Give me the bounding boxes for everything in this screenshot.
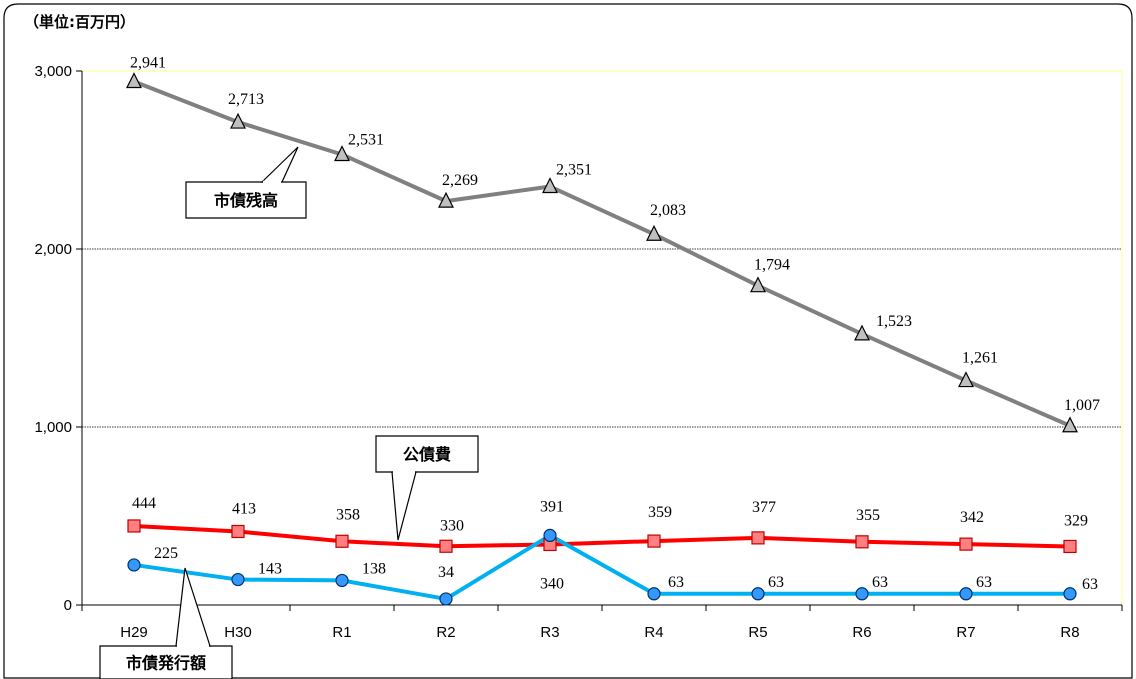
data-point xyxy=(543,528,557,543)
y-tick-label: 3,000 xyxy=(34,63,72,80)
data-point xyxy=(127,558,141,572)
series-line-1 xyxy=(133,523,1071,549)
data-point xyxy=(751,531,765,545)
x-tick-label: R2 xyxy=(436,624,455,641)
data-label: 1,523 xyxy=(876,313,912,330)
data-point xyxy=(1063,587,1077,601)
data-point xyxy=(854,324,870,341)
data-point xyxy=(959,537,973,551)
data-label: 34 xyxy=(438,564,454,581)
plot-area xyxy=(81,70,1123,606)
data-label: 342 xyxy=(960,509,984,526)
data-label: 340 xyxy=(540,575,564,592)
data-point xyxy=(959,587,973,601)
series-callout: 市債残高 xyxy=(185,146,307,219)
x-tick-label: R8 xyxy=(1060,624,1079,641)
data-point xyxy=(127,519,141,533)
data-point xyxy=(855,587,869,601)
y-tick-label: 2,000 xyxy=(34,241,72,258)
data-label: 330 xyxy=(440,517,464,534)
series-line-2 xyxy=(133,533,1070,601)
data-label: 2,083 xyxy=(650,202,686,219)
data-label: 2,531 xyxy=(348,131,384,148)
x-tick-label: H30 xyxy=(224,624,252,641)
data-point xyxy=(958,371,974,388)
data-point xyxy=(646,224,662,241)
y-tick-label: 0 xyxy=(64,597,72,614)
data-label: 1,007 xyxy=(1064,397,1100,414)
data-label: 355 xyxy=(856,507,880,524)
axes: 0 1,000 2,000 3,000 H29 H30 R1 R2 R3 R4 R5 R6 R7 R8 xyxy=(34,63,1123,641)
data-label: 63 xyxy=(872,574,888,591)
x-tick-label: R1 xyxy=(332,624,351,641)
data-label: 143 xyxy=(258,561,282,578)
series-layer xyxy=(126,72,1078,606)
x-tick-label: H29 xyxy=(120,624,148,641)
data-point xyxy=(439,539,453,553)
gridlines xyxy=(82,248,1122,428)
data-point xyxy=(647,534,661,548)
data-label: 391 xyxy=(540,498,564,515)
data-point xyxy=(1062,416,1078,433)
x-tick-label: R7 xyxy=(956,624,975,641)
data-point xyxy=(334,145,350,162)
data-labels: 2,941 2,713 2,531 2,269 2,351 2,083 1,794 1,523… xyxy=(130,55,1100,593)
x-tick-label: R6 xyxy=(852,624,871,641)
data-label: 358 xyxy=(336,506,360,523)
data-point xyxy=(335,534,349,548)
data-point xyxy=(542,177,558,194)
data-label: 138 xyxy=(362,560,386,577)
data-point xyxy=(126,72,142,89)
unit-label: （単位:百万円） xyxy=(24,13,135,31)
x-tick-label: R4 xyxy=(644,624,663,641)
series-line-0 xyxy=(133,79,1071,428)
callout-label: 市債残高 xyxy=(214,191,278,210)
data-point xyxy=(231,572,245,587)
data-label: 2,941 xyxy=(130,55,166,72)
callout-label: 公債費 xyxy=(403,445,451,464)
data-label: 413 xyxy=(232,500,256,517)
callout-label: 市債発行額 xyxy=(126,654,206,673)
data-label: 2,713 xyxy=(228,91,264,108)
data-label: 63 xyxy=(976,574,992,591)
data-label: 2,351 xyxy=(556,162,592,179)
data-label: 2,269 xyxy=(442,172,478,189)
data-point xyxy=(438,191,454,208)
data-label: 1,794 xyxy=(754,257,790,274)
callout-box xyxy=(375,435,479,473)
data-point xyxy=(1063,539,1077,554)
data-point xyxy=(335,573,349,588)
data-point xyxy=(230,112,246,129)
data-point xyxy=(750,276,766,293)
y-tick-label: 1,000 xyxy=(34,419,72,436)
data-label: 225 xyxy=(154,545,178,562)
data-label: 377 xyxy=(752,499,776,516)
data-point xyxy=(855,535,869,549)
data-label: 63 xyxy=(1082,576,1098,593)
x-tick-label: R5 xyxy=(748,624,767,641)
data-point xyxy=(647,587,661,601)
data-label: 1,261 xyxy=(962,350,998,367)
data-label: 444 xyxy=(132,495,156,512)
data-point xyxy=(439,592,453,606)
data-label: 63 xyxy=(768,574,784,591)
x-tick-label: R3 xyxy=(540,624,559,641)
data-point xyxy=(751,587,765,601)
series-callout: 公債費 xyxy=(375,435,479,541)
series-callout: 市債発行額 xyxy=(99,567,233,679)
data-point xyxy=(231,524,245,539)
data-label: 359 xyxy=(648,504,672,521)
data-label: 63 xyxy=(668,574,684,591)
data-label: 329 xyxy=(1064,512,1088,529)
